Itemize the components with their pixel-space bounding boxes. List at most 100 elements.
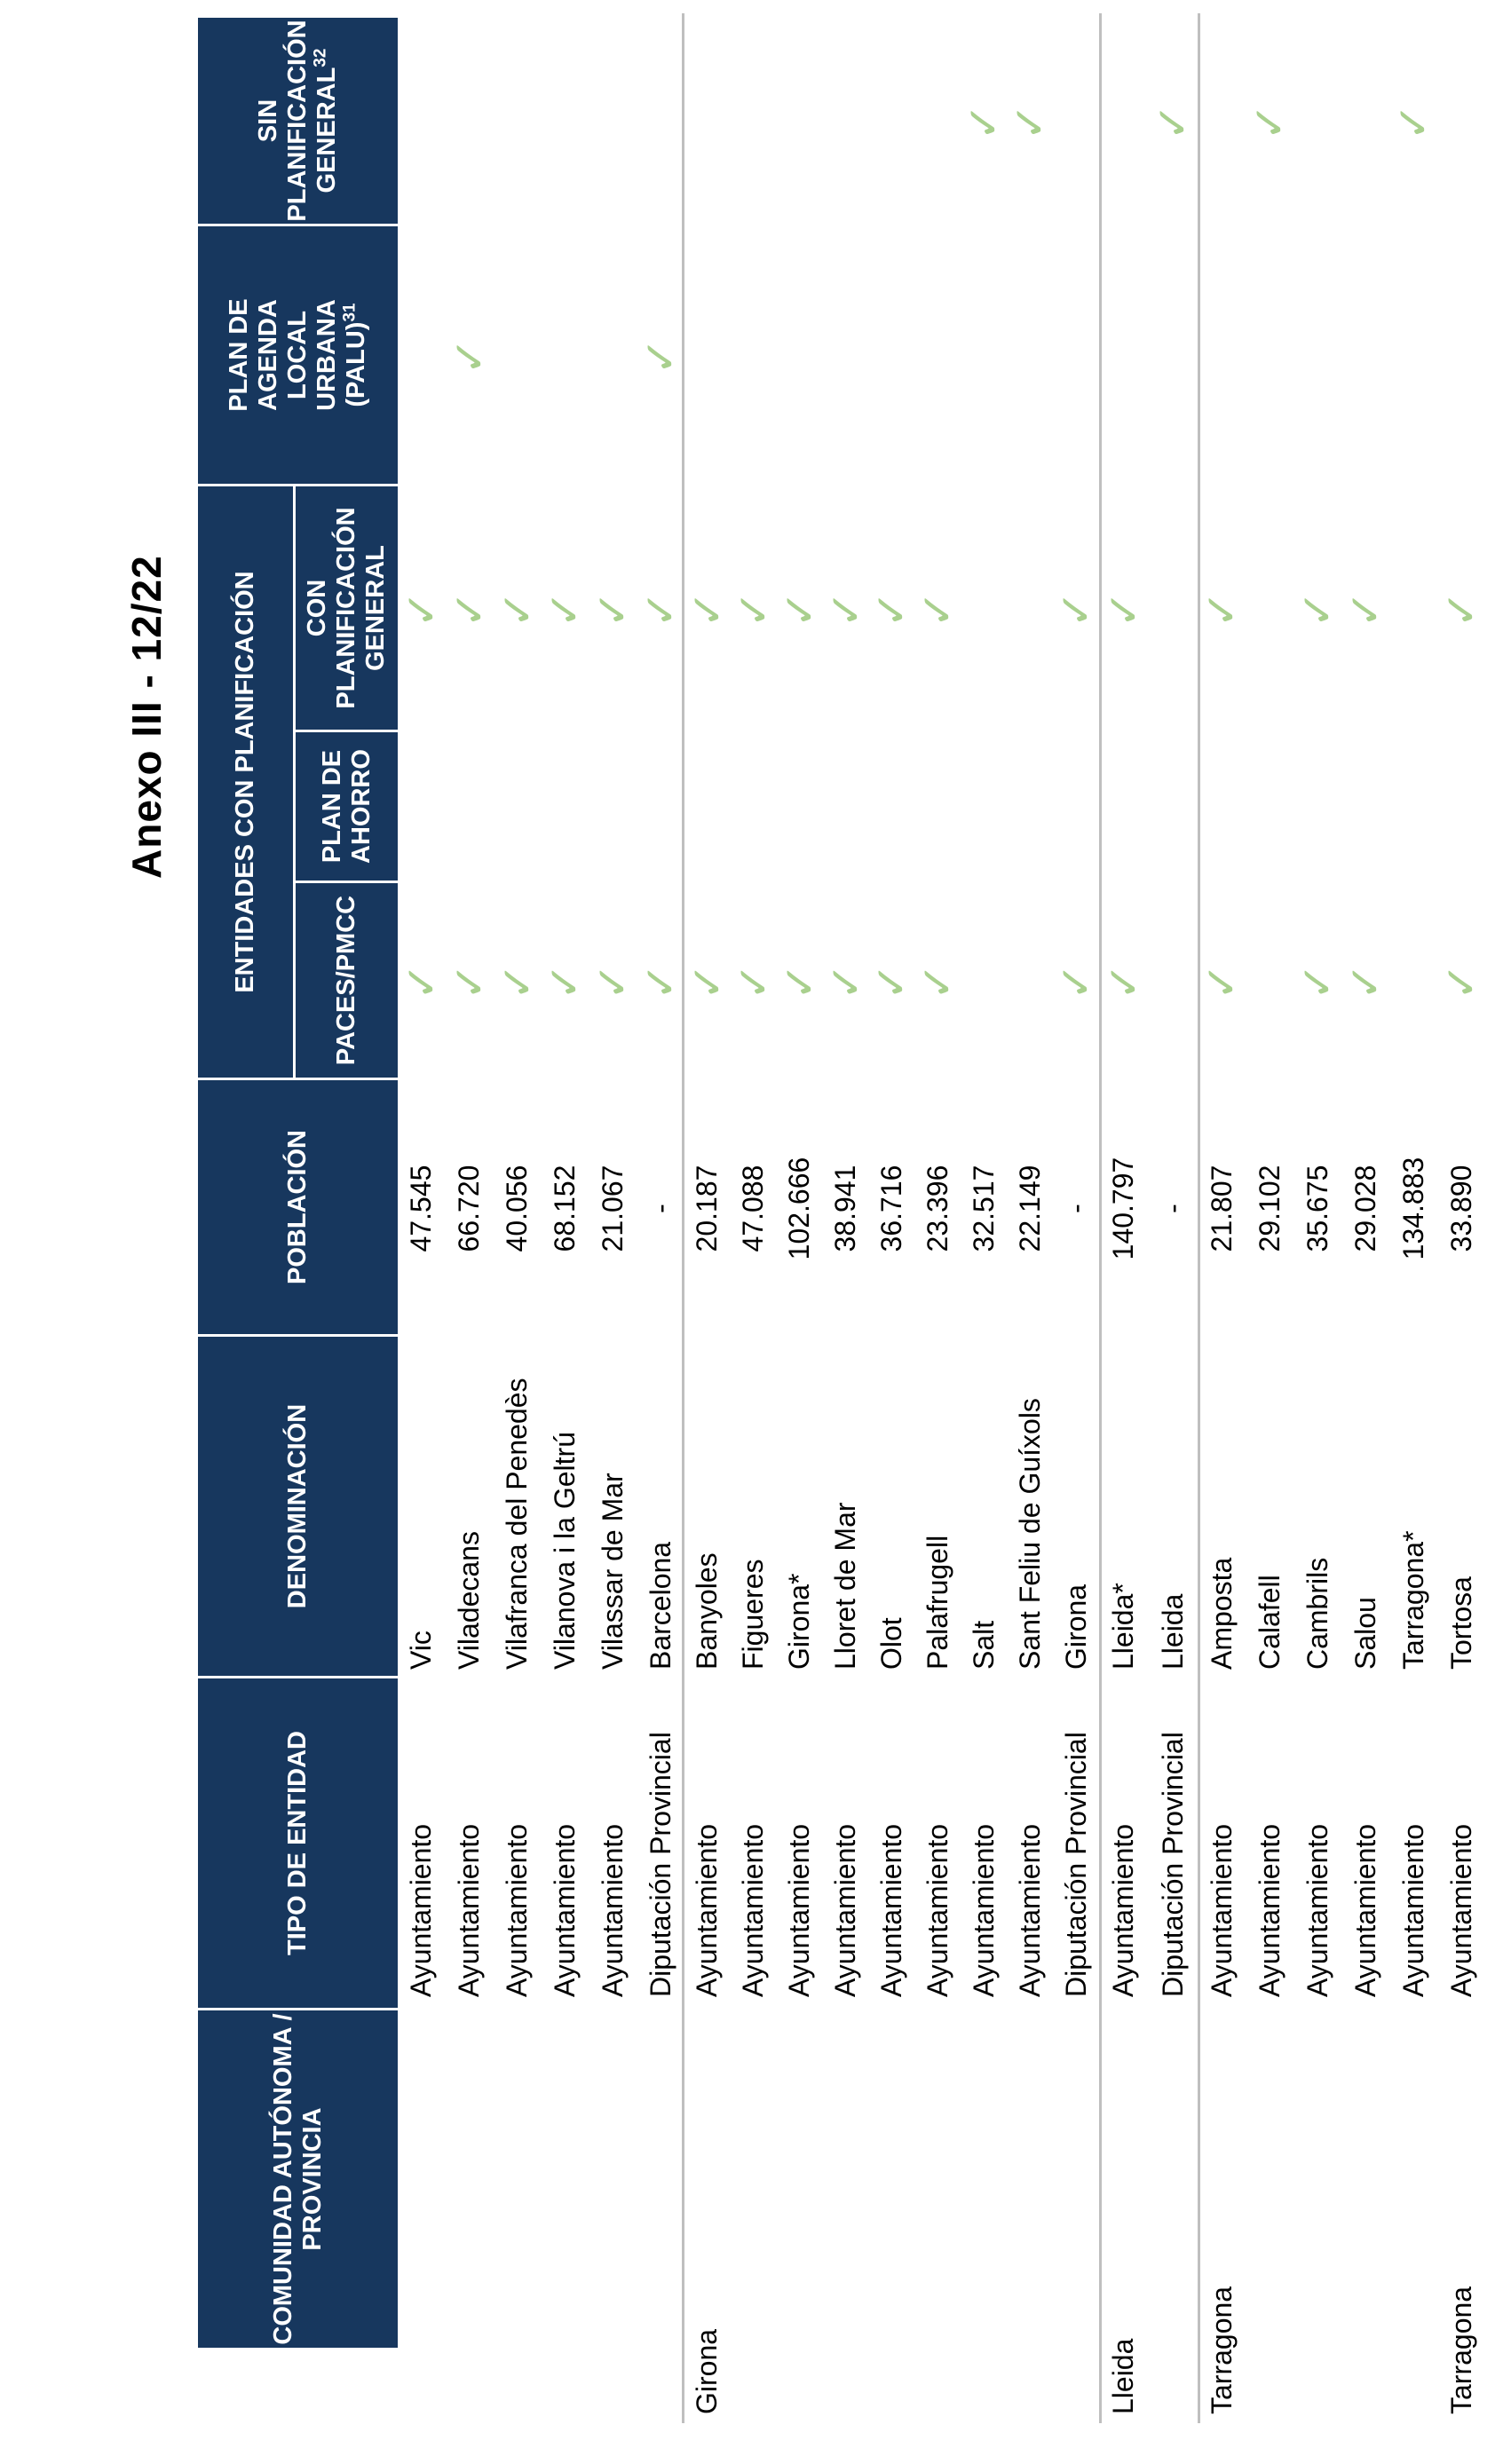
check-palu-icon <box>869 226 915 486</box>
check-paces-icon: ✓ <box>1436 963 1486 1000</box>
cell-poblacion: 29.102 <box>1253 1165 1286 1252</box>
check-ahorro-icon <box>1198 732 1246 883</box>
header-line: PLANIFICACIÓN <box>332 507 360 709</box>
check-palu-icon <box>1007 226 1053 486</box>
table-row: Ayuntamiento Calafell 29.102 ✓ <box>1245 18 1294 2423</box>
check-con-icon <box>961 486 1007 732</box>
header-line: PLANIFICACIÓN <box>283 20 312 222</box>
check-paces-icon <box>1389 883 1437 1080</box>
check-sin-icon <box>637 18 684 226</box>
cell-denominacion: Viladecans <box>453 1531 486 1670</box>
check-paces-icon <box>1149 883 1199 1080</box>
cell-denominacion: Palafrugell <box>921 1535 953 1670</box>
cell-denominacion: Lleida* <box>1107 1583 1140 1670</box>
check-palu-icon <box>1099 226 1149 486</box>
table-row: Girona Ayuntamiento Banyoles 20.187 ✓ ✓ <box>682 18 732 2423</box>
cell-poblacion: 47.545 <box>405 1165 438 1252</box>
cell-denominacion: Vilanova i la Geltrú <box>548 1432 581 1670</box>
table-row: Ayuntamiento Girona* 102.666 ✓ ✓ <box>774 18 825 2423</box>
check-palu-icon <box>1437 226 1485 486</box>
check-paces-icon: ✓ <box>540 963 590 1000</box>
cell-comunidad: Lleida <box>1107 2338 1140 2414</box>
table-header: COMUNIDAD AUTÓNOMA / PROVINCIA TIPO DE E… <box>198 18 398 2348</box>
check-palu-icon <box>1149 226 1199 486</box>
check-paces-icon: ✓ <box>492 963 542 1000</box>
cell-poblacion: 40.056 <box>501 1165 534 1252</box>
check-ahorro-icon <box>542 732 589 883</box>
cell-poblacion: - <box>1059 1204 1092 1213</box>
cell-comunidad <box>961 2015 1007 2414</box>
table-row: Ayuntamiento Palafrugell 23.396 ✓ ✓ <box>913 18 963 2423</box>
check-ahorro-icon <box>1007 732 1053 883</box>
table-row: Ayuntamiento Figueres 47.088 ✓ ✓ <box>729 18 779 2423</box>
cell-tipo: Ayuntamiento <box>548 1823 581 1997</box>
cell-denominacion: Barcelona <box>644 1541 676 1670</box>
cell-tipo: Diputación Provincial <box>1059 1732 1092 1997</box>
header-line: LOCAL <box>283 311 312 399</box>
cell-comunidad <box>542 2015 589 2414</box>
check-con-icon: ✓ <box>444 590 494 628</box>
header-line: AGENDA <box>254 299 282 411</box>
cell-poblacion: 21.067 <box>596 1165 629 1252</box>
check-palu-icon <box>398 226 446 486</box>
cell-tipo: Ayuntamiento <box>967 1823 1000 1997</box>
check-con-icon: ✓ <box>636 590 686 628</box>
check-sin-icon <box>542 18 589 226</box>
table-row: Ayuntamiento Olot 36.716 ✓ ✓ <box>866 18 917 2423</box>
check-sin-icon <box>684 18 731 226</box>
cell-tipo: Ayuntamiento <box>691 1823 724 1997</box>
check-con-icon: ✓ <box>1197 590 1246 628</box>
check-con-icon: ✓ <box>396 590 447 628</box>
cell-comunidad <box>914 2015 961 2414</box>
check-paces-icon <box>1246 883 1293 1080</box>
check-con-icon: ✓ <box>774 590 825 628</box>
check-con-icon: ✓ <box>1341 590 1390 628</box>
check-sin-icon: ✓ <box>1005 103 1056 141</box>
check-palu-icon <box>494 226 542 486</box>
cell-tipo: Ayuntamiento <box>501 1823 534 1997</box>
footnote-ref: 32 <box>311 48 330 67</box>
table-row: Tarragona Ayuntamiento Amposta 21.807 ✓ … <box>1197 18 1246 2423</box>
table-row: Ayuntamiento Lloret de Mar 38.941 ✓ ✓ <box>821 18 871 2423</box>
check-paces-icon: ✓ <box>396 963 447 1000</box>
annex-label: Anexo III - 12/22 <box>123 555 170 879</box>
check-palu-icon <box>731 226 777 486</box>
table-row: Tarragona Ayuntamiento Tortosa 33.890 ✓ … <box>1436 18 1486 2423</box>
table-row: Ayuntamiento Vilassar de Mar 21.067 ✓ ✓ <box>588 18 637 2423</box>
check-con-icon <box>1246 486 1293 732</box>
col-header-plan-de-ahorro: PLAN DE AHORRO <box>296 732 398 883</box>
check-ahorro-icon <box>1053 732 1099 883</box>
check-palu-icon <box>542 226 589 486</box>
cell-comunidad: Tarragona <box>1444 2286 1477 2414</box>
check-sin-icon <box>1293 18 1341 226</box>
cell-poblacion: 36.716 <box>874 1165 907 1252</box>
check-paces-icon: ✓ <box>1098 963 1149 1000</box>
cell-poblacion: - <box>1156 1204 1189 1213</box>
check-sin-icon <box>446 18 494 226</box>
header-line: POBLACIÓN <box>283 1130 312 1284</box>
header-line: PACES/PMCC <box>332 895 360 1066</box>
header-line: TIPO DE ENTIDAD <box>283 1731 312 1955</box>
cell-comunidad: Girona <box>691 2328 724 2414</box>
cell-comunidad <box>777 2015 823 2414</box>
check-sin-icon <box>731 18 777 226</box>
check-ahorro-icon <box>1293 732 1341 883</box>
check-paces-icon: ✓ <box>913 963 963 1000</box>
check-sin-icon <box>1099 18 1149 226</box>
header-line: PLAN DE <box>225 298 253 412</box>
table-row: Diputación Provincial Girona - ✓ ✓ <box>1051 18 1101 2423</box>
cell-tipo: Ayuntamiento <box>1444 1823 1477 1997</box>
check-paces-icon: ✓ <box>682 963 732 1000</box>
cell-comunidad <box>1389 2015 1437 2414</box>
cell-tipo: Diputación Provincial <box>644 1732 676 1997</box>
header-line: PROVINCIA <box>297 2107 327 2251</box>
check-palu-icon <box>589 226 637 486</box>
cell-comunidad <box>446 2015 494 2414</box>
table-row: Ayuntamiento Tarragona* 134.883 ✓ <box>1388 18 1438 2423</box>
check-con-icon: ✓ <box>866 590 917 628</box>
check-palu-icon <box>961 226 1007 486</box>
check-sin-icon <box>869 18 915 226</box>
check-ahorro-icon <box>589 732 637 883</box>
check-con-icon <box>1389 486 1437 732</box>
